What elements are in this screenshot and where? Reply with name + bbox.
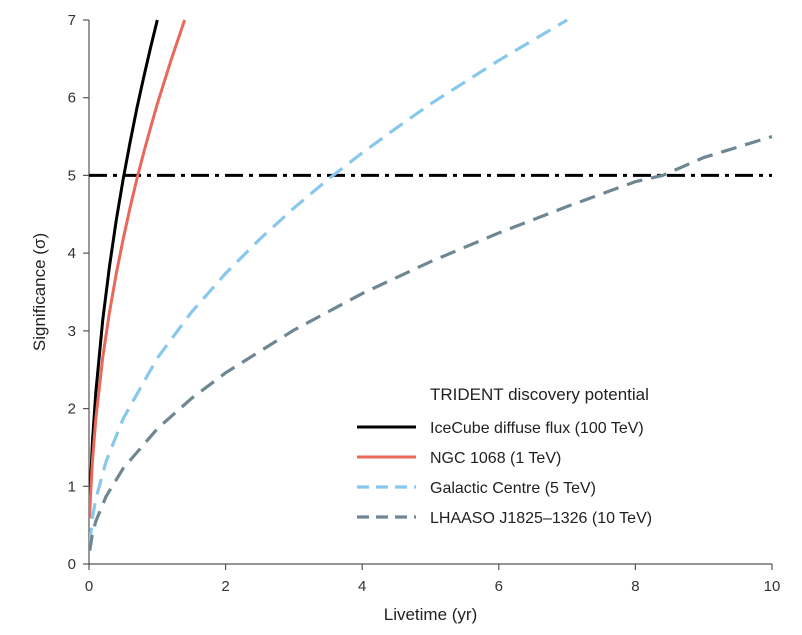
series-line xyxy=(89,135,773,552)
legend-label: IceCube diffuse flux (100 TeV) xyxy=(430,420,644,437)
y-tick-label: 4 xyxy=(68,245,76,262)
legend-label: NGC 1068 (1 TeV) xyxy=(430,450,561,467)
series-line xyxy=(89,18,568,544)
legend: TRIDENT discovery potential IceCube diff… xyxy=(352,374,712,544)
series-line xyxy=(89,19,187,519)
x-tick-label: 0 xyxy=(85,578,93,595)
y-tick-label: 3 xyxy=(68,323,76,340)
series-lines xyxy=(89,18,773,552)
legend-background xyxy=(352,374,712,544)
axes: 0 2 4 6 8 10 0 1 2 3 4 5 6 7 xyxy=(68,12,781,595)
y-tick-label: 1 xyxy=(68,478,76,495)
x-tick-label: 10 xyxy=(764,578,781,595)
x-tick-label: 4 xyxy=(358,578,366,595)
y-tick-label: 6 xyxy=(68,90,76,107)
legend-label: LHAASO J1825–1326 (10 TeV) xyxy=(430,510,652,527)
x-tick-label: 8 xyxy=(631,578,639,595)
y-tick-label: 7 xyxy=(68,12,76,29)
x-tick-label: 2 xyxy=(221,578,229,595)
x-tick-label: 6 xyxy=(495,578,503,595)
y-axis-label: Significance (σ) xyxy=(30,233,49,351)
legend-label: Galactic Centre (5 TeV) xyxy=(430,480,596,497)
legend-title: TRIDENT discovery potential xyxy=(430,385,649,404)
series-line xyxy=(89,19,159,510)
y-tick-label: 2 xyxy=(68,401,76,418)
y-tick-label: 5 xyxy=(68,167,76,184)
y-tick-label: 0 xyxy=(68,556,76,573)
x-axis-label: Livetime (yr) xyxy=(384,605,478,624)
